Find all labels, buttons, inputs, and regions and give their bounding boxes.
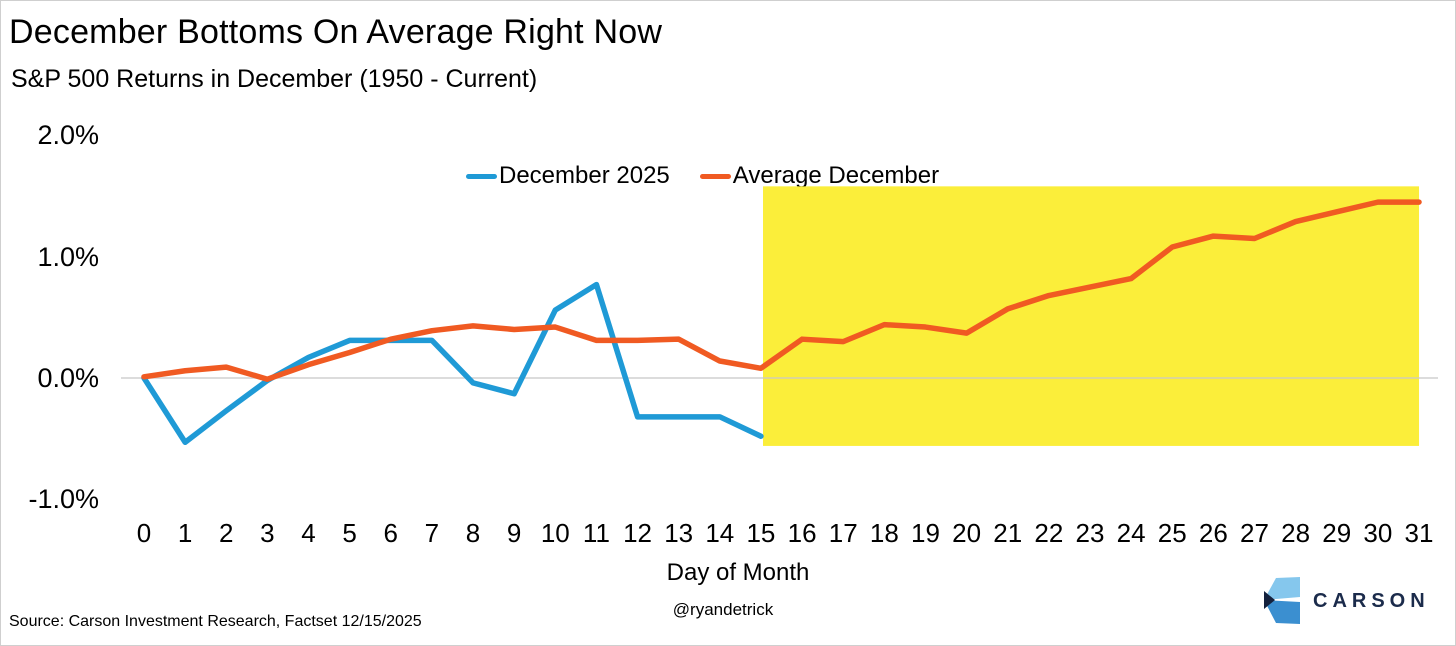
x-tick-label: 15 — [746, 518, 776, 548]
x-tick-label: 2 — [219, 518, 234, 548]
x-axis-title: Day of Month — [666, 559, 810, 586]
x-tick-label: 0 — [136, 518, 152, 548]
x-tick-label: 30 — [1363, 518, 1393, 548]
x-tick-label: 7 — [424, 518, 440, 548]
x-tick-label: 5 — [342, 518, 357, 548]
x-tick-label: 11 — [582, 518, 610, 548]
x-tick-label: 20 — [952, 518, 982, 548]
chart-subtitle: S&P 500 Returns in December (1950 - Curr… — [11, 65, 538, 93]
series-line-december-2025 — [141, 281, 764, 446]
x-tick-label: 25 — [1157, 518, 1187, 548]
highlight-region — [763, 186, 1420, 446]
x-tick-label: 19 — [911, 518, 940, 548]
x-tick-label: 24 — [1116, 518, 1146, 548]
legend: December 2025 Average December — [466, 162, 939, 190]
x-tick-label: 1 — [177, 518, 193, 548]
x-tick-label: 16 — [787, 518, 817, 548]
y-tick-label: -1.0% — [28, 484, 99, 515]
legend-item-december-2025: December 2025 — [466, 162, 670, 190]
legend-marker-average-december — [699, 173, 731, 179]
x-tick-label: 14 — [705, 518, 735, 548]
x-tick-label: 28 — [1281, 518, 1311, 548]
x-tick-label: 27 — [1240, 518, 1269, 548]
x-tick-label: 26 — [1198, 518, 1228, 548]
x-tick-label: 29 — [1322, 518, 1352, 548]
legend-marker-december-2025 — [466, 173, 497, 179]
twitter-handle: @ryandetrick — [672, 600, 774, 619]
carson-logo: CARSON — [1263, 577, 1430, 625]
carson-logo-icon — [1264, 577, 1300, 624]
x-tick-label: 18 — [869, 518, 899, 548]
x-tick-label: 8 — [465, 518, 481, 548]
y-tick-label: 1.0% — [37, 241, 99, 272]
x-tick-label: 22 — [1034, 518, 1064, 548]
x-tick-label: 9 — [506, 518, 522, 548]
x-tick-label: 10 — [540, 518, 570, 548]
x-tick-label: 21 — [993, 518, 1023, 548]
y-tick-label: 2.0% — [37, 120, 99, 151]
x-tick-label: 6 — [383, 518, 398, 548]
x-tick-label: 17 — [828, 518, 858, 548]
x-tick-label: 3 — [260, 518, 275, 548]
page-title: December Bottoms On Average Right Now — [9, 13, 663, 51]
x-tick-label: 31 — [1404, 518, 1434, 548]
x-tick-label: 12 — [623, 518, 652, 548]
y-tick-label: 0.0% — [37, 363, 99, 393]
x-tick-label: 4 — [301, 518, 316, 548]
legend-label-december-2025: December 2025 — [499, 162, 670, 189]
legend-label-average-december: Average December — [732, 162, 940, 189]
x-tick-label: 23 — [1075, 518, 1105, 548]
x-tick-label: 13 — [664, 518, 694, 548]
source-note: Source: Carson Investment Research, Fact… — [9, 613, 422, 630]
carson-logo-text: CARSON — [1313, 589, 1430, 612]
series-line-average-december — [141, 199, 1422, 382]
legend-item-average-december: Average December — [699, 162, 940, 190]
